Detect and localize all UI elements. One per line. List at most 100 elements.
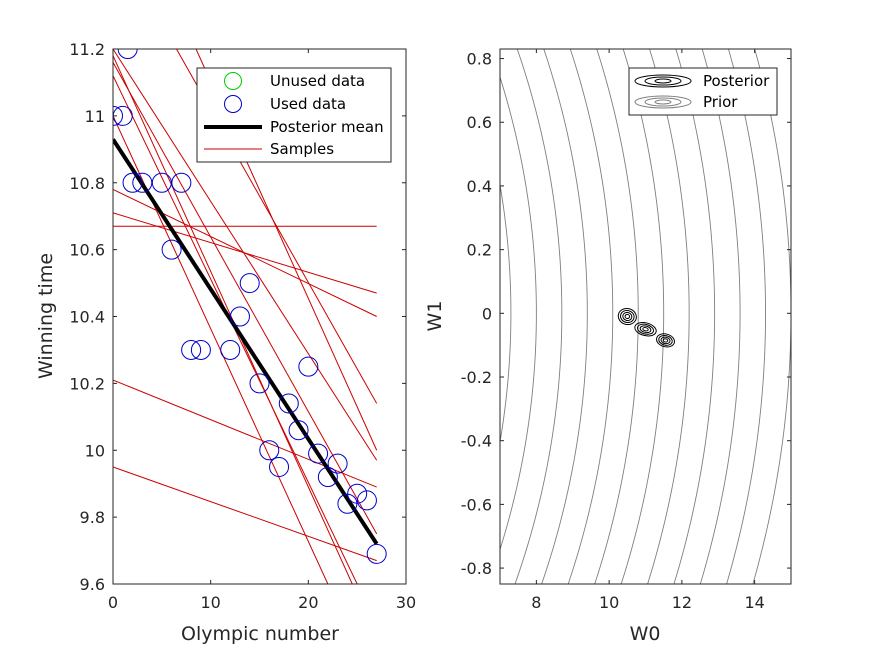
used-data-point <box>298 356 319 377</box>
prior-contour-8 <box>673 49 716 584</box>
prior-contour-1 <box>500 75 537 551</box>
used-data-point <box>161 239 182 260</box>
sample-line-4 <box>113 466 377 562</box>
left-y-tick-label: 9.6 <box>80 575 105 594</box>
left-ticks: 0 10 20 30 9.6 9.8 10 10.2 10.4 10.6 10.8 11 11.2 <box>69 40 416 612</box>
right-x-tick-label: 8 <box>531 593 541 612</box>
used-data-point <box>249 373 270 394</box>
used-data-point <box>278 393 299 414</box>
used-data-point <box>366 543 387 564</box>
used-data-point <box>122 172 143 193</box>
right-legend-box <box>628 67 778 116</box>
posterior-contour-0-3 <box>617 307 637 326</box>
left-y-tick-label: 11.2 <box>69 40 105 59</box>
used-data-point <box>259 440 280 461</box>
left-y-tick-label: 10.4 <box>69 308 105 327</box>
right-x-tick-label: 10 <box>599 593 619 612</box>
legend-posterior-marker <box>634 74 692 88</box>
prior-contour-5 <box>594 49 639 584</box>
used-data-point <box>181 339 202 360</box>
left-x-tick-label: 0 <box>108 593 118 612</box>
right-y-tick-label: 0.4 <box>467 177 492 196</box>
posterior-contour-2-3 <box>656 333 675 348</box>
legend-used-label: Used data <box>270 95 346 113</box>
right-x-tick-label: 12 <box>672 593 692 612</box>
legend-posterior-mean-label: Posterior mean <box>270 118 384 136</box>
used-data-point <box>171 172 192 193</box>
right-legend: Posterior Prior <box>628 67 778 116</box>
used-data-point <box>356 490 377 511</box>
right-y-tick-label: 0.8 <box>467 50 492 69</box>
posterior-contour-0-2 <box>620 309 635 324</box>
left-marks <box>113 49 387 584</box>
used-data-point <box>190 339 211 360</box>
prior-contour-3 <box>541 49 588 584</box>
posterior-contour-1-1 <box>639 325 652 334</box>
left-legend: Unused data Used data Posterior mean Sam… <box>196 67 392 163</box>
left-y-axis-label: Winning time <box>35 253 57 379</box>
used-data-point <box>288 420 309 441</box>
left-x-tick-label: 20 <box>298 593 318 612</box>
legend-posterior-label: Posterior <box>703 72 770 90</box>
prior-contour-7 <box>647 49 690 584</box>
prior-contour-2 <box>514 49 563 584</box>
used-data-point <box>220 339 241 360</box>
used-data-point <box>317 467 338 487</box>
legend-prior-marker <box>634 95 692 109</box>
posterior-contour-2-0 <box>662 338 669 343</box>
used-data-point <box>269 456 290 477</box>
posterior-contour-1-0 <box>642 327 649 332</box>
right-axes-box <box>499 48 792 585</box>
used-data-point <box>132 172 153 193</box>
used-data-point <box>239 273 260 294</box>
right-y-tick-label: -0.6 <box>461 495 492 514</box>
left-y-tick-label: 9.8 <box>80 508 105 527</box>
prior-contour-10 <box>726 49 766 584</box>
posterior-contour-2-1 <box>660 336 671 345</box>
right-y-tick-label: 0.6 <box>467 113 492 132</box>
legend-prior-label: Prior <box>703 93 738 111</box>
used-data-point <box>308 443 329 464</box>
right-y-tick-label: -0.8 <box>461 559 492 578</box>
left-y-tick-label: 10.8 <box>69 174 105 193</box>
used-data-point <box>347 483 368 504</box>
right-y-tick-label: 0 <box>482 304 492 323</box>
left-legend-box <box>196 67 392 163</box>
right-y-axis-label: W1 <box>424 301 446 332</box>
legend-used-marker <box>224 95 242 113</box>
used-data-point <box>229 306 250 327</box>
right-y-tick-label: -0.4 <box>461 432 492 451</box>
prior-contour-0 <box>500 182 512 445</box>
right-x-axis-label: W0 <box>630 623 661 645</box>
used-data-point <box>151 172 172 193</box>
legend-samples-label: Samples <box>270 140 334 158</box>
right-panel: 8 10 12 14-0.8-0.6-0.4-0.200.20.40.60.8 W0 … <box>424 48 792 645</box>
posterior-contour-0-1 <box>622 311 633 322</box>
left-y-tick-label: 10 <box>85 441 105 460</box>
right-y-tick-label: -0.2 <box>461 368 492 387</box>
prior-contour-4 <box>567 49 614 584</box>
posterior-contour-1-3 <box>634 322 657 337</box>
used-data-point <box>113 105 123 126</box>
sample-line-9 <box>113 49 378 461</box>
right-x-tick-label: 14 <box>744 593 764 612</box>
left-y-tick-label: 10.2 <box>69 374 105 393</box>
prior-contour-9 <box>699 49 741 584</box>
used-data-point <box>327 453 348 474</box>
posterior-contour-2-2 <box>658 334 673 346</box>
left-y-tick-label: 11 <box>85 107 105 126</box>
right-marks <box>500 49 791 584</box>
left-panel: 0 10 20 30 9.6 9.8 10 10.2 10.4 10.6 10.8 11 11.2 Ol… <box>35 40 416 645</box>
posterior-contour-1-2 <box>636 323 655 335</box>
left-y-tick-label: 10.6 <box>69 241 105 260</box>
used-data-point <box>117 49 138 59</box>
left-x-tick-label: 30 <box>396 593 416 612</box>
prior-contour-6 <box>620 49 665 584</box>
right-ticks: 8 10 12 14 -0.8 -0.6 -0.4 -0.2 0 0.2 0.4 0.6 0.8 <box>461 49 791 612</box>
right-plot-area <box>500 49 791 584</box>
right-y-tick-label: 0.2 <box>467 241 492 260</box>
left-x-axis-label: Olympic number <box>181 623 339 645</box>
posterior-mean-line <box>113 138 379 545</box>
posterior-contour-0-0 <box>624 313 631 320</box>
